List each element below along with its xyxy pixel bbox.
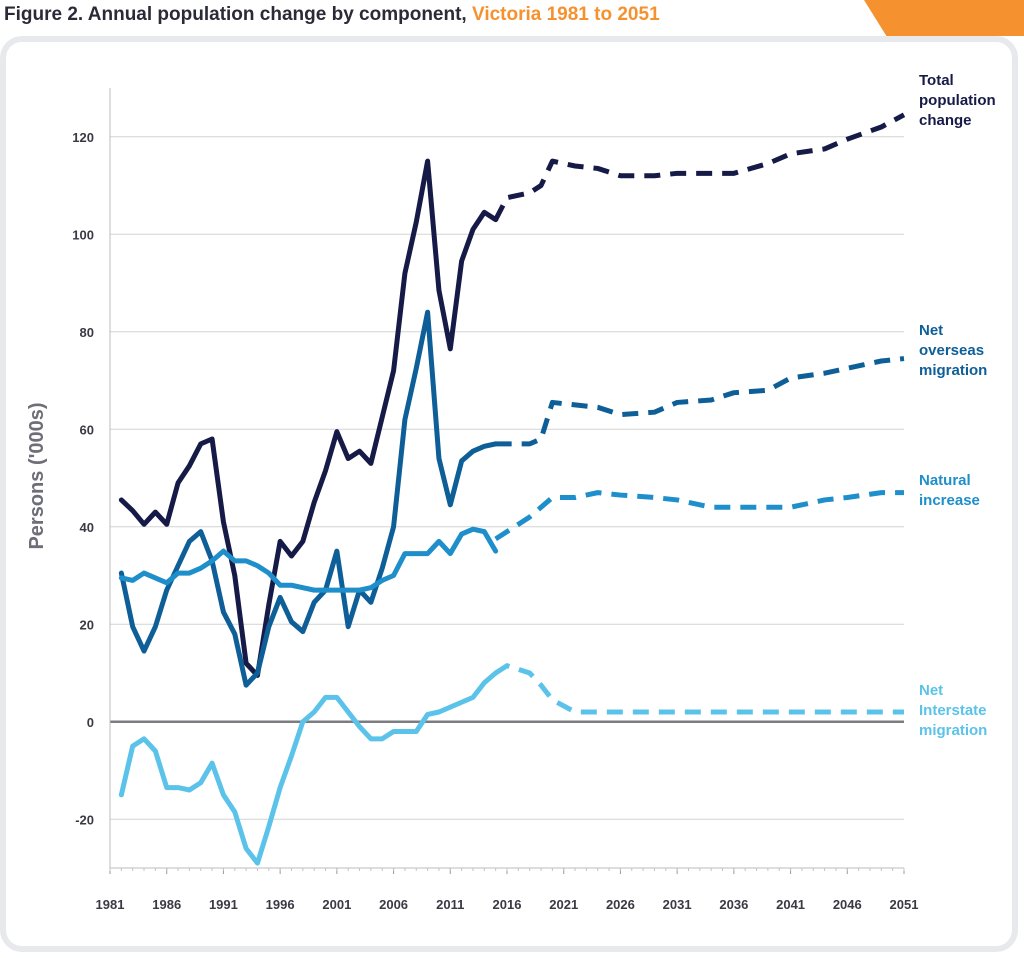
series-line-actual [118, 158, 499, 678]
y-tick-label: 60 [80, 422, 94, 437]
series-label-line: Interstate [919, 702, 987, 719]
series-line-projected [495, 356, 905, 447]
series-label-line: change [919, 112, 972, 129]
x-tick-label: 2006 [379, 897, 408, 912]
label-layer: Total population change Net overseas migratio… [919, 72, 996, 739]
y-tick-label: 120 [72, 130, 94, 145]
series-label-line: overseas [919, 342, 984, 359]
grid-layer [110, 136, 904, 820]
series-line-projected [493, 112, 906, 221]
series-label: Natural increase [919, 472, 980, 509]
x-tick-label: 2051 [890, 897, 919, 912]
x-tick-label: 1991 [209, 897, 238, 912]
x-tick-label: 2031 [663, 897, 692, 912]
x-tick-label: 2011 [436, 897, 464, 912]
x-tick-label: 2036 [719, 897, 748, 912]
y-tick-label: 0 [87, 715, 94, 730]
x-tick-label: 2001 [322, 897, 351, 912]
series-label: Net Interstate migration [919, 682, 987, 739]
y-tick-label: 100 [72, 227, 94, 242]
x-tick-label: 2041 [776, 897, 805, 912]
x-tick-label: 1996 [266, 897, 295, 912]
x-tick-label: 2016 [493, 897, 522, 912]
x-tick-label: 2026 [606, 897, 635, 912]
series-label: Net overseas migration [919, 322, 987, 379]
corner-accent-tab [864, 0, 1024, 36]
series-line-projected [494, 490, 904, 542]
series-label-line: Total [919, 72, 954, 89]
figure-title: Figure 2. Annual population change by co… [4, 2, 660, 28]
y-tick-label: 80 [80, 325, 94, 340]
series-line-actual [118, 309, 499, 688]
y-tick-label: 20 [80, 617, 94, 632]
x-tick-label: 2046 [833, 897, 862, 912]
figure-title-label: Figure 2. Annual population change by co… [4, 4, 467, 25]
series-label-line: Net [919, 682, 943, 699]
series-label-line: migration [919, 362, 987, 379]
series-line-actual [118, 670, 499, 866]
y-tick-label: -20 [75, 812, 94, 827]
figure-title-highlight: Victoria 1981 to 2051 [471, 4, 660, 25]
series-label: Total population change [919, 72, 996, 129]
series-label-line: migration [919, 722, 987, 739]
chart-panel [0, 36, 1018, 952]
series-line-projected [494, 663, 904, 715]
x-tick-label: 1981 [96, 897, 125, 912]
series-label-line: Natural [919, 472, 971, 489]
series-label-line: Net [919, 322, 943, 339]
y-axis-title: Persons ('000s) [26, 402, 48, 549]
series-label-line: population [919, 92, 996, 109]
series-layer [118, 112, 906, 866]
series-label-line: increase [919, 492, 980, 509]
y-tick-label: 40 [80, 520, 94, 535]
axis-layer: -20 0 20 40 60 80 100 120 1981 1986 1991 1996 2001 20… [72, 88, 918, 912]
x-tick-label: 1986 [152, 897, 181, 912]
x-tick-label: 2021 [549, 897, 578, 912]
series-line-actual [118, 526, 499, 593]
